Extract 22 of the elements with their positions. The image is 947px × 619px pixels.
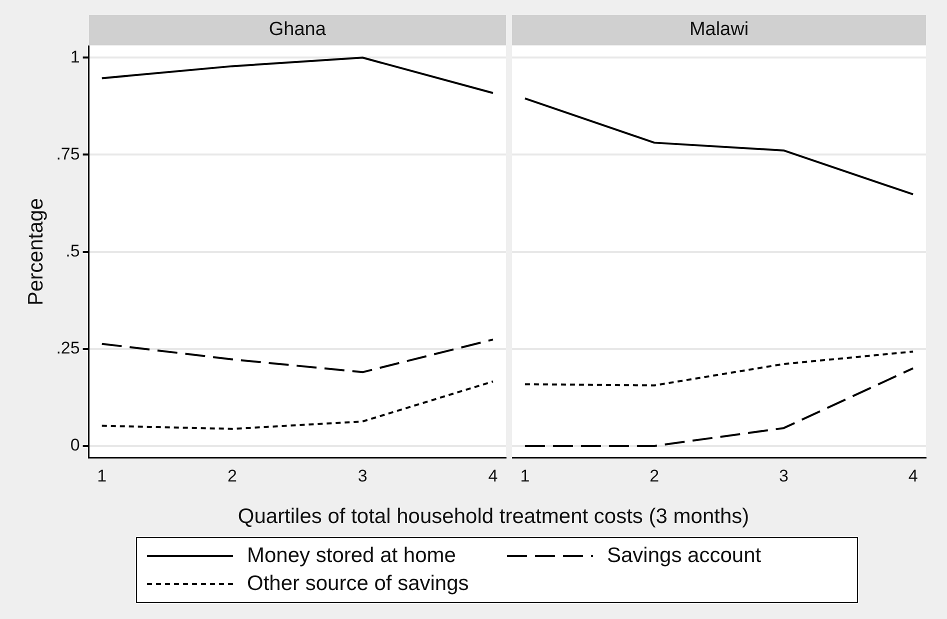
x-tick-label: 3: [778, 466, 788, 486]
x-tick-label: 1: [520, 466, 530, 486]
chart-title: Ghana: [88, 15, 506, 45]
x-tick-label: 2: [228, 466, 237, 486]
y-tick-label: .75: [56, 144, 80, 164]
line-series: [100, 380, 494, 430]
y-axis-title: Percentage: [24, 198, 48, 306]
chart-title: Malawi: [512, 15, 926, 45]
y-tick-label: 0: [70, 436, 80, 455]
x-tick-label: 4: [908, 466, 918, 486]
x-tick-label: 4: [488, 466, 498, 486]
x-tick-label: 3: [358, 466, 368, 486]
x-tick-label: 2: [650, 466, 660, 486]
legend-label: Other source of savings: [247, 572, 469, 596]
x-axis-title: Quartiles of total household treatment costs (3 months): [236, 505, 750, 529]
legend-label: Savings account: [607, 544, 762, 568]
line-series: [100, 338, 494, 374]
y-tick-label: .25: [56, 338, 80, 358]
x-tick-label: 1: [97, 466, 107, 486]
y-tick-label: 1: [70, 47, 80, 66]
y-tick-label: .5: [66, 241, 80, 260]
legend-label: Money stored at home: [247, 544, 456, 568]
